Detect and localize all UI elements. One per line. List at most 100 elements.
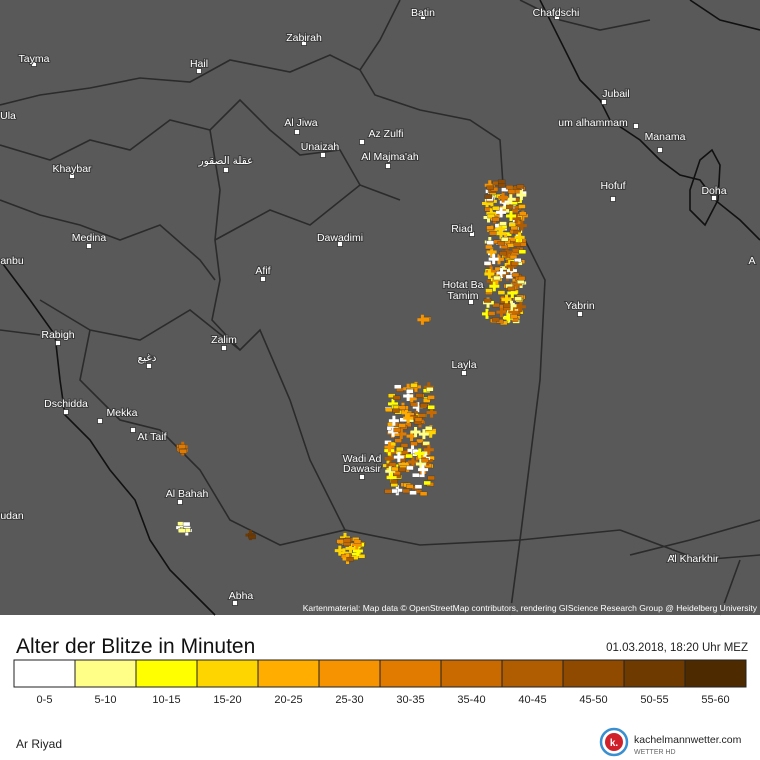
- city-label: A: [748, 255, 755, 267]
- legend-label: 25-30: [335, 694, 363, 706]
- lightning-strike: [395, 446, 404, 452]
- lightning-strike: [484, 194, 493, 199]
- legend-label: 5-10: [94, 694, 116, 706]
- city-marker: [633, 123, 639, 129]
- legend-label: 15-20: [213, 694, 241, 706]
- lightning-strike: [499, 251, 507, 256]
- lightning-strike: [421, 458, 429, 463]
- lightning-strike: [426, 387, 434, 392]
- lightning-strike: [488, 254, 499, 265]
- city-label: Dschidda: [44, 398, 88, 410]
- city-marker: [63, 409, 69, 415]
- lightning-strike: [496, 307, 507, 318]
- legend-label: 0-5: [37, 694, 53, 706]
- legend-label: 20-25: [274, 694, 302, 706]
- city-label: Mekka: [107, 407, 138, 419]
- lightning-strike: [388, 415, 399, 426]
- lightning-strike: [409, 490, 417, 495]
- lightning-strike: [400, 443, 409, 448]
- lightning-strike: [410, 383, 418, 388]
- city-marker: [196, 68, 202, 74]
- lightning-strike: [498, 183, 506, 188]
- city-label: دغيع: [138, 352, 157, 364]
- lightning-strike: [182, 521, 191, 527]
- lightning-strike: [505, 211, 516, 222]
- lightning-strike: [487, 311, 496, 316]
- city-label: Dawasir: [343, 463, 381, 475]
- city-label: Az Zulfi: [368, 128, 403, 140]
- lightning-strike: [486, 185, 494, 190]
- legend-swatch: [501, 659, 564, 688]
- lightning-strike: [506, 204, 514, 210]
- city-marker: [461, 370, 467, 376]
- legend-swatch: [135, 659, 198, 688]
- city-marker: [55, 340, 61, 346]
- city-label: Doha: [701, 185, 726, 197]
- lightning-strike: [414, 484, 423, 489]
- legend-label: 55-60: [701, 694, 729, 706]
- lightning-strike: [511, 208, 519, 214]
- lightning-strike: [406, 465, 414, 471]
- lightning-strike: [388, 462, 397, 467]
- brand: kachelmannwetter.com: [634, 734, 742, 746]
- lightning-strike: [516, 220, 527, 231]
- lightning-strike: [418, 429, 429, 440]
- lightning-strike: [393, 427, 401, 433]
- lightning-strike: [412, 472, 420, 478]
- city-label: Al Bahah: [166, 488, 209, 500]
- lightning-strike: [417, 314, 428, 325]
- legend: 0-5 5-10 10-15 15-20 20-25 25-30 30-35 35-40 40-…: [13, 659, 747, 706]
- city-label: Rabigh: [41, 329, 74, 341]
- city-label: Chafdschi: [533, 7, 580, 19]
- legend-label: 10-15: [152, 694, 180, 706]
- lightning-strike: [336, 539, 344, 544]
- lightning-strike: [415, 393, 423, 398]
- lightning-strike: [422, 441, 430, 446]
- legend-label: 50-55: [640, 694, 668, 706]
- lightning-strike: [512, 242, 521, 247]
- attribution-bg: [272, 603, 760, 615]
- city-label: Zalim: [211, 334, 237, 346]
- city-label: Al Kharkhir: [667, 553, 719, 565]
- lightning-strike: [485, 288, 493, 293]
- lightning-strike: [486, 225, 494, 230]
- city-label: Al Jiwa: [284, 117, 317, 129]
- city-marker: [359, 474, 365, 480]
- lightning-strike: [505, 185, 514, 190]
- lightning-strike: [509, 254, 518, 260]
- city-marker: [130, 427, 136, 433]
- city-label: Abha: [229, 590, 254, 602]
- city-label: udan: [0, 510, 24, 522]
- lightning-strike: [248, 534, 256, 540]
- lightning-strike: [493, 275, 501, 281]
- lightning-strike: [511, 272, 520, 278]
- lightning-strike: [406, 389, 414, 394]
- legend-swatch: [379, 659, 442, 688]
- lightning-strike: [514, 232, 525, 243]
- city-label: Zabirah: [286, 32, 322, 44]
- lightning-strike: [419, 491, 428, 496]
- legend-swatch: [562, 659, 625, 688]
- city-label: Layla: [451, 359, 476, 371]
- lightning-strike: [499, 221, 507, 226]
- lightning: [176, 179, 528, 565]
- city-marker: [359, 139, 365, 145]
- city-labels: Batin Chafdschi Zabirah Tayma Hail Jubail Ula A…: [0, 6, 757, 606]
- lightning-strike: [427, 395, 435, 400]
- lightning-strike: [501, 237, 509, 242]
- lightning-strike: [179, 449, 187, 454]
- city-marker: [554, 14, 560, 20]
- city-marker: [260, 276, 266, 282]
- lightning-strike: [507, 189, 516, 194]
- lightning-strike: [501, 294, 512, 305]
- city-label: Al Majma'ah: [361, 151, 419, 163]
- lightning-strike: [394, 384, 402, 389]
- legend-swatch: [684, 659, 747, 688]
- city-marker: [577, 311, 583, 317]
- lightning-strike: [492, 206, 500, 211]
- lightning-strike: [423, 444, 434, 455]
- lightning-strike: [519, 211, 527, 216]
- location: Ar Riyad: [16, 737, 62, 751]
- city-label: Hofuf: [600, 180, 625, 192]
